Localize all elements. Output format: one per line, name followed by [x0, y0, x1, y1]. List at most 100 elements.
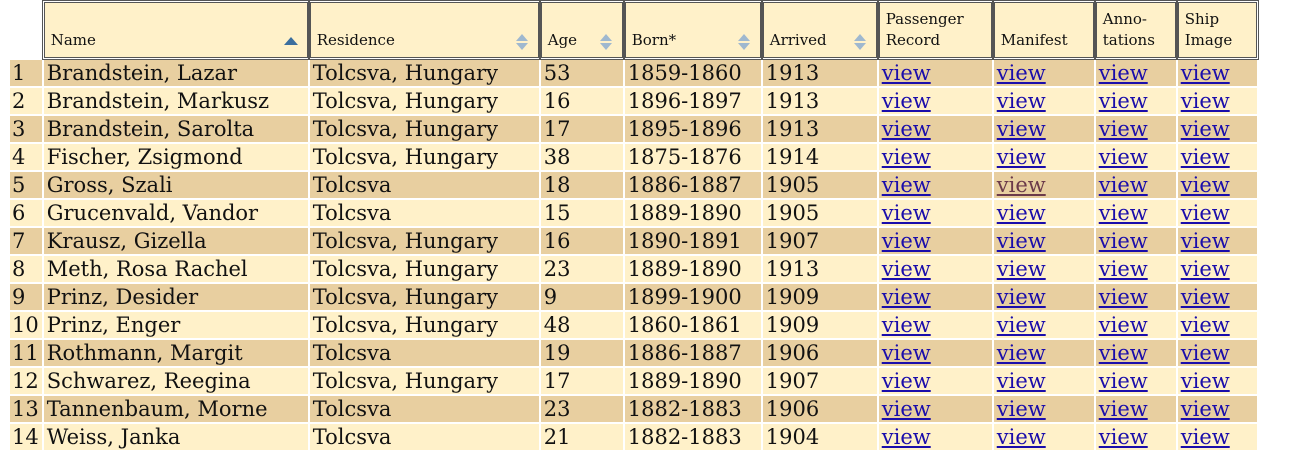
passenger-record-link[interactable]: view: [881, 145, 931, 169]
residence-header-label: Residence: [316, 31, 395, 49]
arrived-cell: 1904: [762, 424, 877, 450]
passenger-name: Brandstein, Markusz: [43, 88, 308, 114]
row-number: 11: [10, 340, 42, 366]
ship-image-link[interactable]: view: [1180, 341, 1230, 365]
ship-image-link[interactable]: view: [1180, 173, 1230, 197]
arrived-cell: 1909: [762, 284, 877, 310]
row-number: 1: [10, 60, 42, 86]
annotations-link[interactable]: view: [1098, 173, 1148, 197]
passenger-record-link[interactable]: view: [881, 313, 931, 337]
annotations-link[interactable]: view: [1098, 425, 1148, 449]
passenger-record-link[interactable]: view: [881, 341, 931, 365]
annotations-cell: view: [1095, 396, 1176, 422]
sort-ascending-icon[interactable]: [283, 33, 298, 51]
residence-cell: Tolcsva, Hungary: [309, 88, 539, 114]
manifest-link[interactable]: view: [996, 285, 1046, 309]
annotations-link[interactable]: view: [1098, 341, 1148, 365]
ship-image-link[interactable]: view: [1180, 89, 1230, 113]
passenger-record-link[interactable]: view: [881, 285, 931, 309]
row-number: 9: [10, 284, 42, 310]
ship-image-link[interactable]: view: [1180, 425, 1230, 449]
born-column-header[interactable]: Born*: [622, 0, 763, 60]
passenger-record-link[interactable]: view: [881, 117, 931, 141]
passenger-record-link[interactable]: view: [881, 173, 931, 197]
passenger-record-cell: view: [878, 144, 992, 170]
annotations-header-line1: Anno-: [1102, 10, 1147, 28]
arrived-cell: 1907: [762, 368, 877, 394]
annotations-header-line2: tations: [1102, 31, 1155, 49]
ship-image-link[interactable]: view: [1180, 61, 1230, 85]
name-header-label: Name: [50, 31, 96, 49]
sort-both-icon[interactable]: [599, 33, 613, 51]
passenger-record-link[interactable]: view: [881, 229, 931, 253]
passenger-record-link[interactable]: view: [881, 201, 931, 225]
row-number: 8: [10, 256, 42, 282]
manifest-link[interactable]: view: [996, 425, 1046, 449]
manifest-link[interactable]: view: [996, 341, 1046, 365]
arrived-cell: 1905: [762, 200, 877, 226]
manifest-link[interactable]: view: [996, 369, 1046, 393]
annotations-link[interactable]: view: [1098, 285, 1148, 309]
manifest-link[interactable]: view: [996, 201, 1046, 225]
passenger-record-link[interactable]: view: [881, 257, 931, 281]
born-cell: 1896-1897: [624, 88, 761, 114]
ship-image-link[interactable]: view: [1180, 369, 1230, 393]
row-number: 7: [10, 228, 42, 254]
ship-image-link[interactable]: view: [1180, 201, 1230, 225]
age-column-header[interactable]: Age: [538, 0, 625, 60]
manifest-link[interactable]: view: [996, 397, 1046, 421]
annotations-link[interactable]: view: [1098, 229, 1148, 253]
annotations-link[interactable]: view: [1098, 145, 1148, 169]
ship-image-cell: view: [1177, 424, 1257, 450]
manifest-cell: view: [993, 200, 1094, 226]
annotations-link[interactable]: view: [1098, 397, 1148, 421]
born-cell: 1895-1896: [624, 116, 761, 142]
table-row: 2 Brandstein, Markusz Tolcsva, Hungary 16 18…: [10, 88, 1257, 114]
name-column-header[interactable]: Name: [41, 0, 310, 60]
passenger-record-link[interactable]: view: [881, 425, 931, 449]
ship-image-link[interactable]: view: [1180, 229, 1230, 253]
annotations-link[interactable]: view: [1098, 257, 1148, 281]
sort-both-icon[interactable]: [737, 33, 751, 51]
passenger-name: Brandstein, Sarolta: [43, 116, 308, 142]
ship-image-link[interactable]: view: [1180, 145, 1230, 169]
manifest-link[interactable]: view: [996, 145, 1046, 169]
annotations-link[interactable]: view: [1098, 89, 1148, 113]
ship-image-link[interactable]: view: [1180, 313, 1230, 337]
manifest-link[interactable]: view: [996, 61, 1046, 85]
manifest-link[interactable]: view: [996, 89, 1046, 113]
ship-image-link[interactable]: view: [1180, 285, 1230, 309]
manifest-link[interactable]: view: [996, 257, 1046, 281]
manifest-link[interactable]: view: [996, 173, 1046, 197]
manifest-link[interactable]: view: [996, 229, 1046, 253]
annotations-cell: view: [1095, 340, 1176, 366]
annotations-link[interactable]: view: [1098, 117, 1148, 141]
ship-image-link[interactable]: view: [1180, 117, 1230, 141]
annotations-cell: view: [1095, 144, 1176, 170]
annotations-cell: view: [1095, 60, 1176, 86]
manifest-header-label: Manifest: [1000, 31, 1068, 49]
arrived-column-header[interactable]: Arrived: [760, 0, 879, 60]
table-row: 10 Prinz, Enger Tolcsva, Hungary 48 1860-186…: [10, 312, 1257, 338]
passenger-record-link[interactable]: view: [881, 89, 931, 113]
annotations-link[interactable]: view: [1098, 201, 1148, 225]
passenger-record-link[interactable]: view: [881, 61, 931, 85]
results-body: 1 Brandstein, Lazar Tolcsva, Hungary 53 1859…: [10, 60, 1257, 450]
annotations-link[interactable]: view: [1098, 369, 1148, 393]
manifest-link[interactable]: view: [996, 117, 1046, 141]
manifest-cell: view: [993, 256, 1094, 282]
manifest-link[interactable]: view: [996, 313, 1046, 337]
residence-column-header[interactable]: Residence: [307, 0, 541, 60]
annotations-cell: view: [1095, 88, 1176, 114]
table-row: 14 Weiss, Janka Tolcsva 21 1882-1883 1904 view…: [10, 424, 1257, 450]
passenger-record-link[interactable]: view: [881, 369, 931, 393]
born-header-label: Born*: [631, 31, 677, 49]
born-cell: 1882-1883: [624, 396, 761, 422]
ship-image-link[interactable]: view: [1180, 257, 1230, 281]
annotations-link[interactable]: view: [1098, 61, 1148, 85]
sort-both-icon[interactable]: [515, 33, 529, 51]
ship-image-link[interactable]: view: [1180, 397, 1230, 421]
annotations-link[interactable]: view: [1098, 313, 1148, 337]
passenger-record-link[interactable]: view: [881, 397, 931, 421]
sort-both-icon[interactable]: [853, 33, 867, 51]
